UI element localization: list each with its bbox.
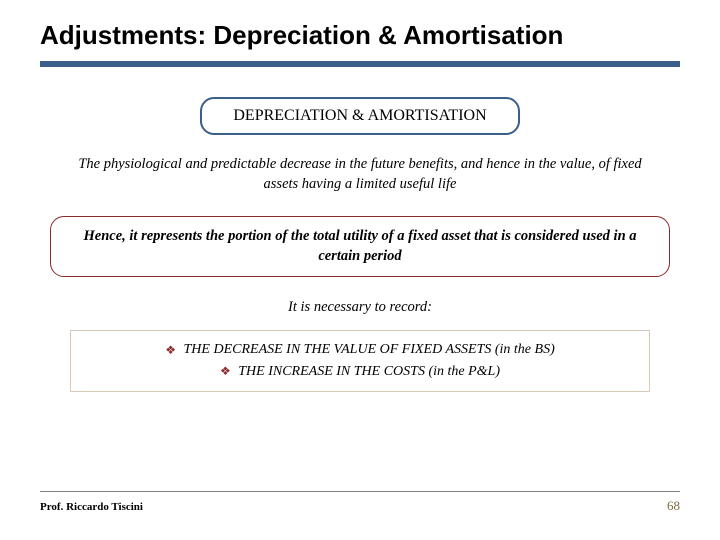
concept-pill-label: DEPRECIATION & AMORTISATION [233, 107, 486, 124]
record-line-2-text: THE INCREASE IN THE COSTS (in the P&L) [238, 364, 500, 379]
definition-text: The physiological and predictable decrea… [70, 155, 650, 194]
footer-divider [40, 491, 680, 492]
record-line-1-text: THE DECREASE IN THE VALUE OF FIXED ASSET… [184, 342, 555, 357]
emphasis-text: Hence, it represents the portion of the … [83, 228, 636, 264]
author-name: Prof. Riccardo Tiscini [40, 501, 143, 513]
emphasis-box: Hence, it represents the portion of the … [50, 216, 670, 277]
title-block: Adjustments: Depreciation & Amortisation [40, 20, 680, 67]
record-line-2: ❖ THE INCREASE IN THE COSTS (in the P&L) [85, 361, 635, 383]
page-number: 68 [667, 498, 680, 514]
record-line-1: ❖ THE DECREASE IN THE VALUE OF FIXED ASS… [85, 339, 635, 361]
record-intro: It is necessary to record: [40, 299, 680, 316]
diamond-bullet-icon: ❖ [165, 341, 176, 360]
footer-row: Prof. Riccardo Tiscini 68 [40, 498, 680, 514]
concept-pill: DEPRECIATION & AMORTISATION [200, 97, 520, 135]
slide: Adjustments: Depreciation & Amortisation… [0, 0, 720, 540]
diamond-bullet-icon: ❖ [220, 362, 231, 381]
title-underline [40, 61, 680, 67]
footer: Prof. Riccardo Tiscini 68 [40, 491, 680, 514]
record-box: ❖ THE DECREASE IN THE VALUE OF FIXED ASS… [70, 330, 650, 391]
slide-title: Adjustments: Depreciation & Amortisation [40, 20, 680, 59]
